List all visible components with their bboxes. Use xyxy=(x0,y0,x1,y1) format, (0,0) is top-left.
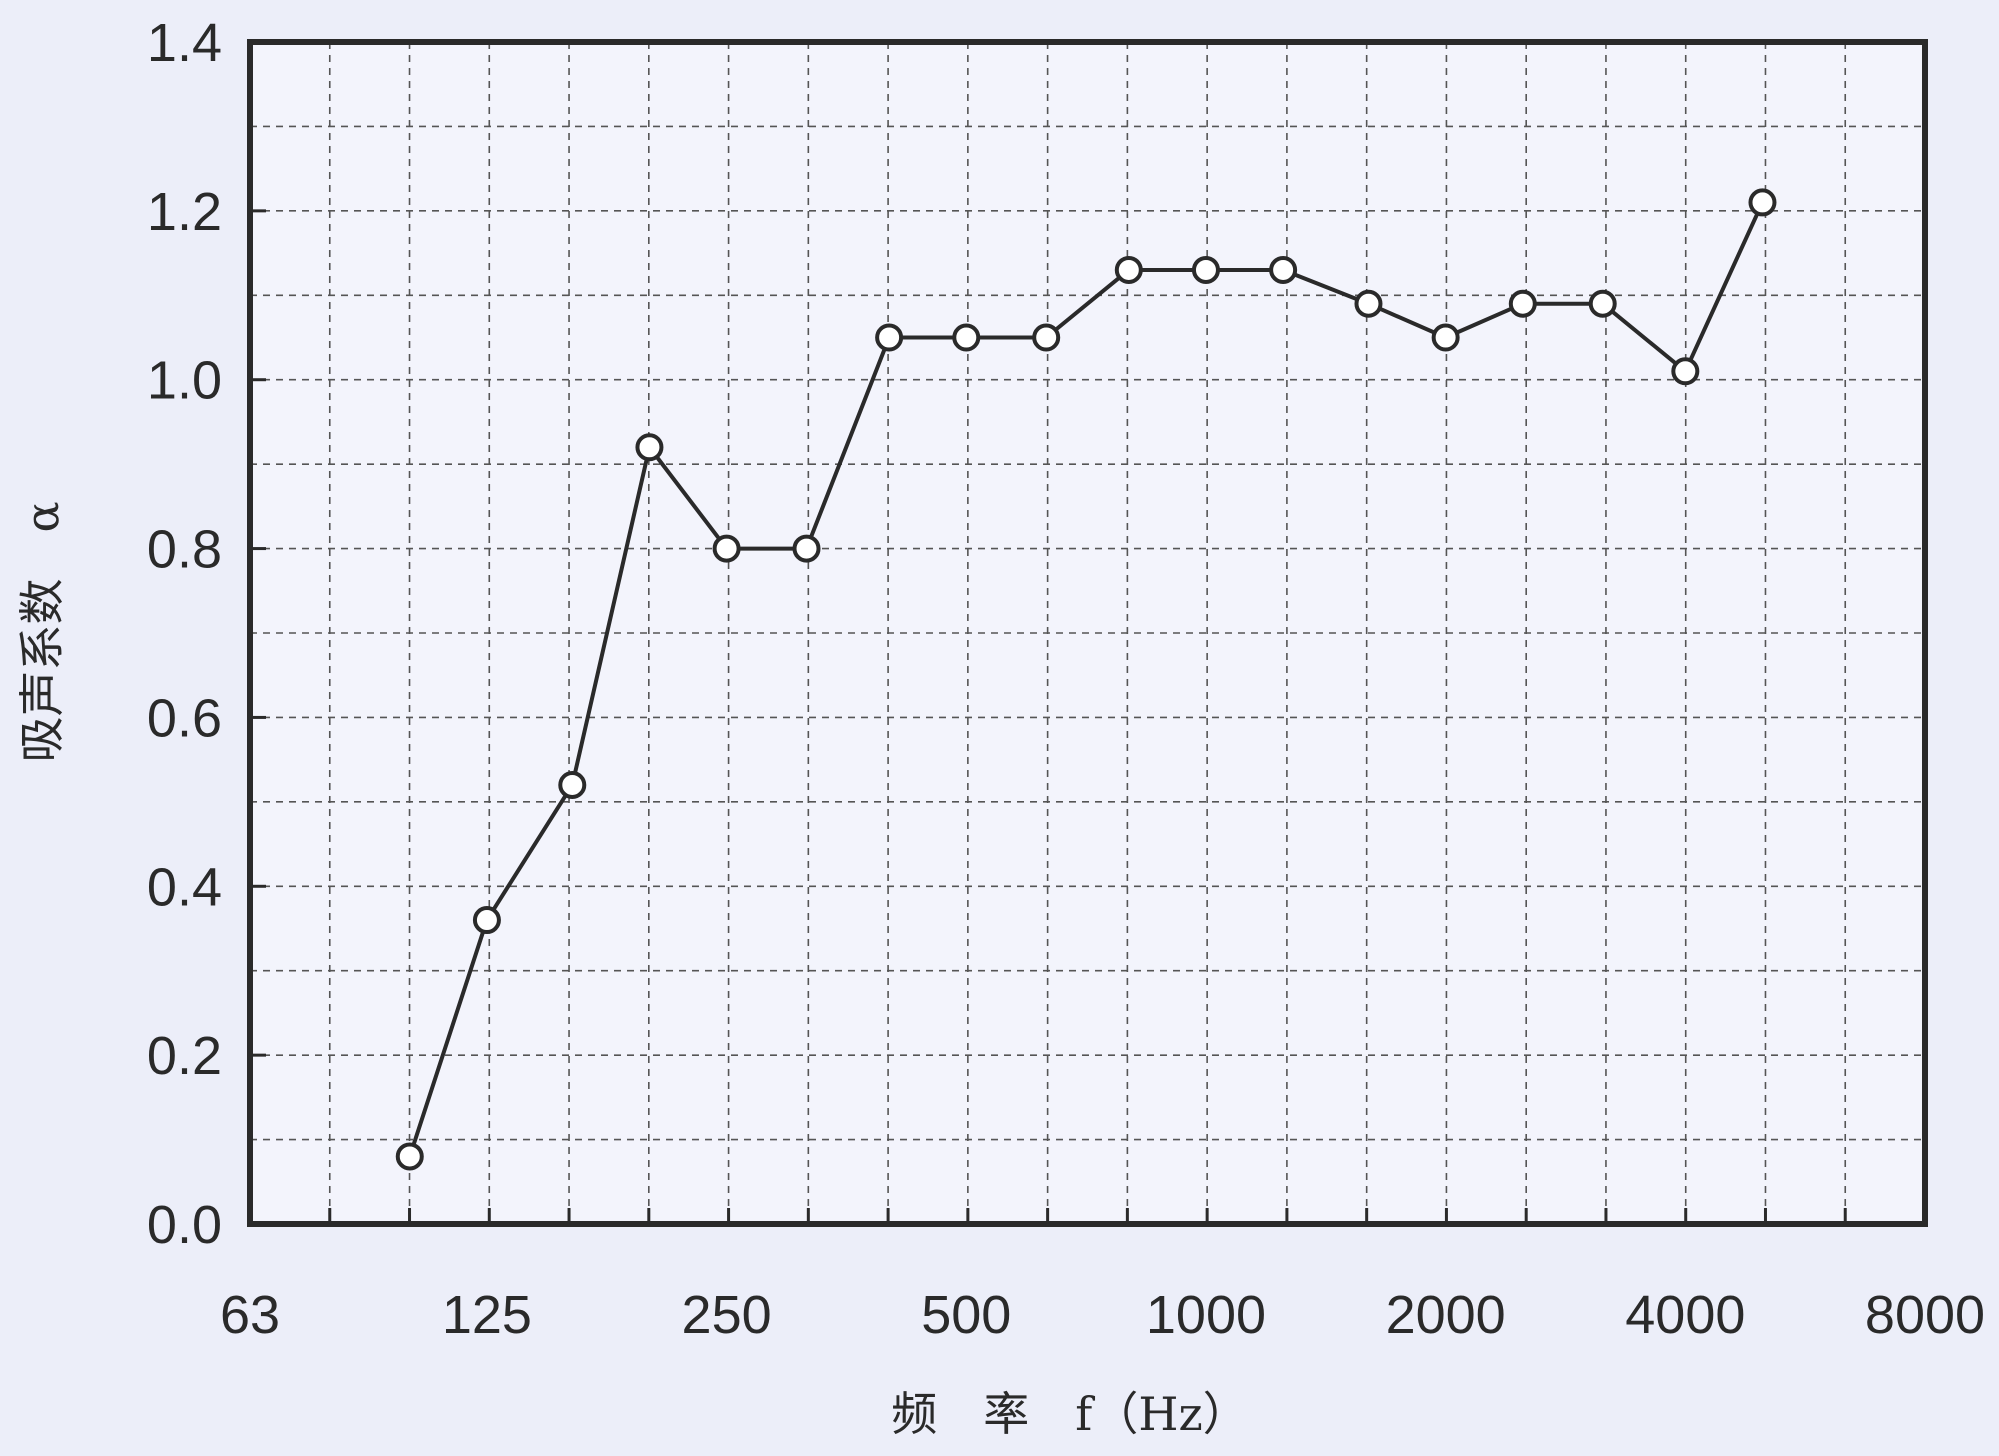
x-tick-label: 250 xyxy=(682,1285,772,1345)
y-tick-label: 0.8 xyxy=(147,520,222,580)
y-tick-label: 0.0 xyxy=(147,1195,222,1255)
data-point xyxy=(1588,289,1617,318)
data-point xyxy=(1748,188,1777,217)
x-tick-label: 125 xyxy=(442,1285,532,1345)
x-tick-label: 8000 xyxy=(1865,1285,1985,1345)
plot-frame xyxy=(247,39,1928,1227)
y-tick-label: 0.2 xyxy=(147,1026,222,1086)
y-tick-label: 1.4 xyxy=(147,13,222,73)
data-point xyxy=(792,534,821,563)
data-point xyxy=(558,770,587,799)
data-point xyxy=(1114,255,1143,284)
x-tick-label: 500 xyxy=(921,1285,1011,1345)
data-point xyxy=(1032,323,1061,352)
x-axis-title: 频 率 f（Hz） xyxy=(891,1387,1248,1441)
data-point xyxy=(1508,289,1537,318)
y-tick-label: 1.0 xyxy=(147,351,222,411)
y-tick-label: 1.2 xyxy=(147,182,222,242)
data-point xyxy=(635,433,664,462)
x-tick-label: 63 xyxy=(220,1285,280,1345)
data-point xyxy=(1671,357,1700,386)
grid xyxy=(250,42,1925,1224)
data-point xyxy=(1354,289,1383,318)
data-point xyxy=(1269,255,1298,284)
data-point xyxy=(952,323,981,352)
data-point xyxy=(395,1142,424,1171)
data-point xyxy=(1191,255,1220,284)
data-point xyxy=(1431,323,1460,352)
y-tick-label: 0.4 xyxy=(147,857,222,917)
data-point xyxy=(712,534,741,563)
y-axis-title: 吸声系数 α xyxy=(15,501,69,762)
x-tick-label: 2000 xyxy=(1386,1285,1506,1345)
x-axis-ticks: 63 125 250 500 1000 2000 4000 8000 xyxy=(220,1208,1985,1345)
series xyxy=(395,188,1777,1171)
data-point xyxy=(472,906,501,935)
x-tick-label: 1000 xyxy=(1146,1285,1266,1345)
x-tick-label: 4000 xyxy=(1625,1285,1745,1345)
data-point xyxy=(875,323,904,352)
y-axis-ticks: 0.0 0.2 0.4 0.6 0.8 1.0 1.2 1.4 xyxy=(147,13,266,1255)
y-tick-label: 0.6 xyxy=(147,688,222,748)
